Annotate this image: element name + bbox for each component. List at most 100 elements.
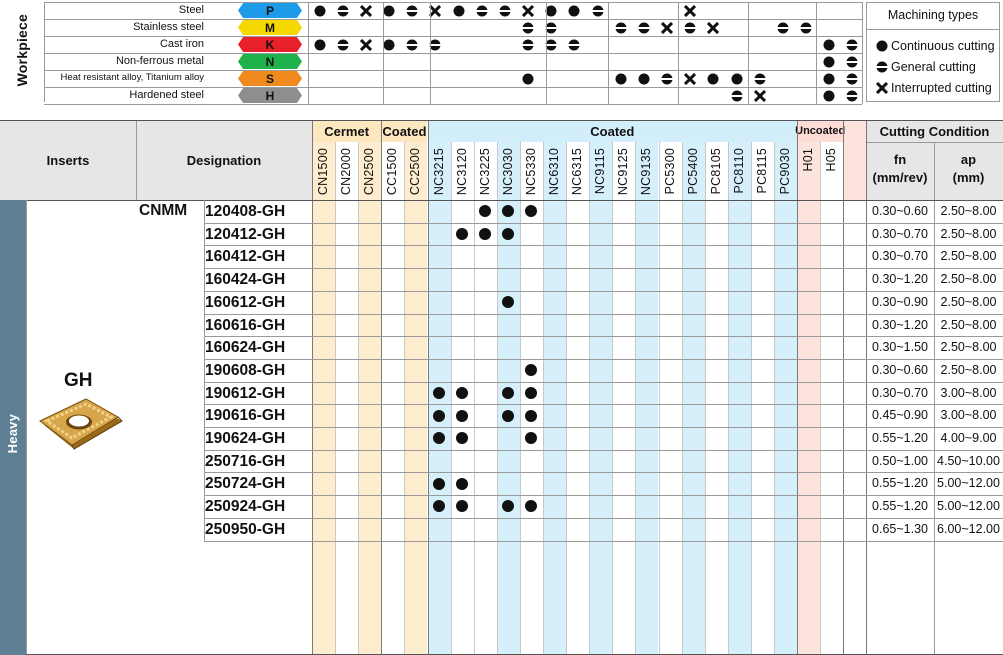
continuous-cutting-icon xyxy=(567,4,581,18)
column-divider xyxy=(312,120,313,655)
grade-column-header: CN1500 xyxy=(316,148,330,196)
grade-column-header: NC3215 xyxy=(431,148,446,196)
column-divider xyxy=(678,2,679,104)
column-divider xyxy=(26,200,27,655)
general-cutting-icon xyxy=(544,38,558,52)
grade-availability-dot xyxy=(525,205,538,218)
cutting-condition-header: Cutting Condition xyxy=(879,123,990,139)
column-divider xyxy=(866,120,867,655)
interrupted-cutting-icon xyxy=(683,4,697,18)
row-divider xyxy=(44,2,862,3)
iso-badge: N xyxy=(238,54,302,69)
column-divider xyxy=(430,2,431,104)
general-cutting-icon xyxy=(683,21,697,35)
ap-value: 5.00~12.00 xyxy=(937,499,1000,514)
fn-value: 0.55~1.20 xyxy=(872,431,928,445)
column-divider xyxy=(681,142,683,655)
ap-value: 2.50~8.00 xyxy=(940,294,997,309)
fn-value: 0.55~1.20 xyxy=(872,476,928,491)
general-cutting-icon xyxy=(428,38,442,52)
grade-column-header: NC5330 xyxy=(523,148,538,196)
ap-value: 2.50~8.00 xyxy=(940,249,997,264)
ap-value: 2.50~8.00 xyxy=(940,362,997,377)
ap-value: 2.50~8.00 xyxy=(940,272,997,287)
interrupted-cutting-icon xyxy=(875,81,889,95)
general-cutting-icon xyxy=(845,72,859,86)
general-cutting-icon xyxy=(637,21,651,35)
general-cutting-icon xyxy=(521,38,535,52)
grade-availability-dot xyxy=(502,500,515,513)
machining-types-title: Machining types xyxy=(887,8,979,22)
column-divider xyxy=(496,142,498,655)
column-divider xyxy=(843,120,845,655)
column-divider xyxy=(589,142,591,655)
grade-column-shade xyxy=(404,142,428,655)
grade-column-shade xyxy=(797,142,821,655)
grade-column-header: PC9030 xyxy=(778,148,792,195)
grade-column-header: NC3225 xyxy=(477,148,492,196)
row-divider xyxy=(204,336,1003,338)
interrupted-cutting-icon xyxy=(660,21,674,35)
designation-cell: 160624-GH xyxy=(205,339,286,357)
interrupted-cutting-icon xyxy=(706,21,720,35)
designation-cell: 250716-GH xyxy=(205,452,286,470)
row-divider xyxy=(44,87,862,88)
designation-cell: 190616-GH xyxy=(205,407,286,425)
fn-value: 0.30~1.20 xyxy=(872,317,928,332)
ap-value: 2.50~8.00 xyxy=(940,226,997,241)
grade-availability-dot xyxy=(433,409,446,422)
continuous-cutting-icon xyxy=(452,4,466,18)
grade-availability-dot xyxy=(525,364,538,377)
continuous-cutting-icon xyxy=(822,72,836,86)
row-divider xyxy=(204,404,1003,406)
column-divider xyxy=(816,2,817,104)
grade-column-header: PC5300 xyxy=(662,148,677,195)
row-divider xyxy=(204,358,1003,360)
general-cutting-icon xyxy=(799,21,813,35)
continuous-cutting-icon xyxy=(637,72,651,86)
row-divider xyxy=(44,70,862,71)
grade-column-header: NC6315 xyxy=(570,148,585,196)
grade-column-header: CN2000 xyxy=(339,148,354,196)
column-divider xyxy=(635,142,637,655)
grade-availability-dot xyxy=(456,432,469,445)
continuous-cutting-icon xyxy=(614,72,628,86)
column-divider xyxy=(608,2,609,104)
general-cutting-icon xyxy=(567,38,581,52)
continuous-cutting-icon xyxy=(544,4,558,18)
grade-availability-dot xyxy=(433,386,446,399)
header-bg xyxy=(0,120,312,200)
material-name: Hardened steel xyxy=(129,89,204,101)
material-name: Stainless steel xyxy=(133,21,204,33)
row-divider xyxy=(204,290,1003,292)
column-divider xyxy=(358,142,360,655)
designation-cell: 250724-GH xyxy=(205,475,286,493)
row-divider xyxy=(204,449,1003,451)
fn-value: 0.30~0.70 xyxy=(872,226,928,241)
grade-availability-dot xyxy=(433,432,446,445)
grade-availability-dot xyxy=(456,409,469,422)
grade-availability-dot xyxy=(525,386,538,399)
ap-value: 2.50~8.00 xyxy=(940,340,997,355)
grade-availability-dot xyxy=(456,228,469,241)
grade-availability-dot xyxy=(525,500,538,513)
continuous-cutting-icon xyxy=(706,72,720,86)
iso-badge: H xyxy=(238,88,302,103)
row-divider xyxy=(204,472,1003,474)
continuous-cutting-icon xyxy=(822,55,836,69)
designation-header: Designation xyxy=(186,152,262,168)
column-divider xyxy=(862,2,863,104)
general-cutting-icon xyxy=(336,4,350,18)
insert-image xyxy=(39,398,123,450)
continuous-cutting-icon xyxy=(822,38,836,52)
section-label: Heavy xyxy=(5,414,20,454)
fn-value: 0.65~1.30 xyxy=(872,521,928,536)
grade-column-header: CC1500 xyxy=(385,148,400,196)
general-cutting-icon xyxy=(845,55,859,69)
continuous-cutting-icon xyxy=(313,38,327,52)
column-divider xyxy=(934,142,935,655)
chipbreaker-label: GH xyxy=(64,370,93,391)
designation-cell: 190612-GH xyxy=(205,384,286,402)
grade-table: Cermet Coated Coated Uncoated CN1500 CN2000 CN… xyxy=(0,120,1003,655)
fn-value: 0.55~1.20 xyxy=(872,499,928,514)
